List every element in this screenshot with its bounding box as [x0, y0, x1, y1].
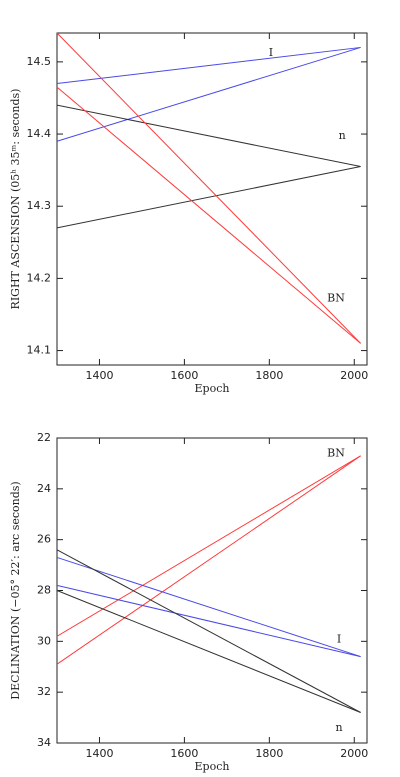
data-line — [56, 590, 361, 713]
series-label: n — [339, 129, 346, 142]
x-tick-label: 2000 — [340, 747, 368, 760]
y-axis-label: RIGHT ASCENSION (05ʰ 35ᵐ: seconds) — [9, 89, 22, 310]
y-tick-label: 28 — [37, 584, 51, 597]
data-line — [56, 455, 361, 637]
plot-frame — [56, 32, 368, 366]
data-line — [56, 104, 361, 168]
data-line — [56, 32, 361, 344]
series-label: n — [336, 721, 343, 734]
x-tick-label: 1400 — [85, 369, 113, 382]
data-line — [56, 46, 361, 85]
y-tick-label: 34 — [37, 736, 51, 749]
y-tick-label: 14.5 — [27, 55, 52, 68]
data-line — [56, 455, 361, 665]
y-tick-label: 14.4 — [27, 127, 52, 140]
x-tick-label: 2000 — [340, 369, 368, 382]
data-line — [56, 46, 361, 142]
data-line — [56, 584, 361, 658]
series-label: BN — [327, 292, 345, 305]
data-line — [56, 556, 361, 658]
x-tick-label: 1400 — [85, 747, 113, 760]
x-tick-label: 1600 — [170, 747, 198, 760]
data-line — [56, 549, 361, 713]
series-label: BN — [327, 446, 345, 459]
y-tick-label: 14.3 — [27, 199, 52, 212]
x-tick-label: 1800 — [255, 747, 283, 760]
y-tick-label: 24 — [37, 482, 51, 495]
data-line — [56, 86, 361, 344]
data-line — [56, 166, 361, 229]
series-label: I — [269, 46, 273, 59]
x-axis-label: Epoch — [195, 382, 230, 395]
x-tick-label: 1600 — [170, 369, 198, 382]
y-axis-label: DECLINATION (−05° 22′: arc seconds) — [9, 481, 22, 699]
y-tick-label: 32 — [37, 685, 51, 698]
x-tick-label: 1800 — [255, 369, 283, 382]
y-tick-label: 22 — [37, 431, 51, 444]
series-label: I — [337, 632, 341, 645]
y-tick-label: 14.2 — [27, 271, 52, 284]
y-tick-label: 14.1 — [27, 344, 52, 357]
y-tick-label: 30 — [37, 634, 51, 647]
x-axis-label: Epoch — [195, 760, 230, 773]
y-tick-label: 26 — [37, 533, 51, 546]
